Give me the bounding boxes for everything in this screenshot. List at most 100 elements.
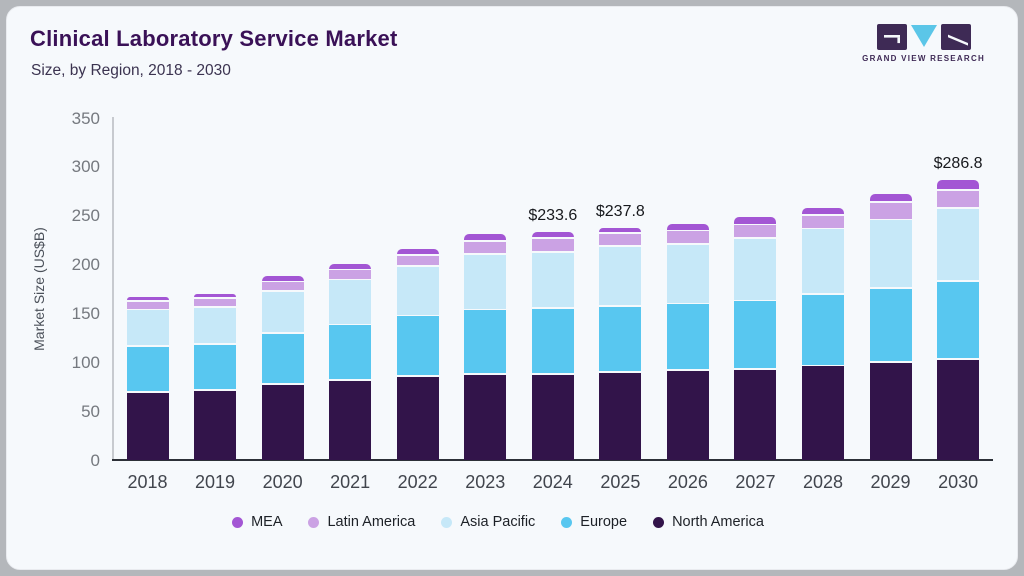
bar-2027-latin-america[interactable]	[734, 225, 777, 238]
bar-2018-north-america[interactable]	[126, 392, 169, 460]
y-tick-label-150: 150	[71, 303, 100, 323]
y-axis-title: Market Size (US$B)	[31, 227, 47, 351]
bar-2026-latin-america[interactable]	[666, 231, 709, 244]
bar-2021-north-america[interactable]	[329, 380, 372, 460]
x-tick-label-2025: 2025	[600, 472, 641, 492]
bar-2028-mea[interactable]	[802, 207, 844, 215]
bar-2030-asia-pacific[interactable]	[937, 209, 980, 281]
legend-item-asia-pacific[interactable]: Asia Pacific	[441, 514, 535, 530]
bar-2029-latin-america[interactable]	[869, 203, 912, 219]
bar-2024-latin-america[interactable]	[531, 238, 574, 252]
bar-2025-latin-america[interactable]	[599, 233, 642, 246]
y-tick-label-50: 50	[81, 401, 100, 421]
bar-2018-europe[interactable]	[126, 346, 169, 391]
bar-2029-mea[interactable]	[869, 193, 912, 202]
bar-2027-europe[interactable]	[734, 301, 777, 368]
legend-dot-asia-pacific	[441, 516, 453, 528]
legend-item-north-america[interactable]: North America	[653, 514, 764, 530]
bar-2026-asia-pacific[interactable]	[666, 245, 709, 303]
bar-2020-mea[interactable]	[261, 276, 304, 281]
bar-2024-mea[interactable]	[531, 231, 574, 238]
legend-item-europe[interactable]: Europe	[561, 514, 627, 530]
bar-2025-north-america[interactable]	[599, 372, 642, 460]
bar-2019-north-america[interactable]	[194, 390, 237, 460]
bar-2025-asia-pacific[interactable]	[599, 246, 642, 305]
legend-item-mea[interactable]: MEA	[232, 514, 282, 530]
chart-card	[6, 6, 1018, 570]
bar-2028-europe[interactable]	[802, 294, 844, 365]
bar-2026-mea[interactable]	[666, 223, 709, 230]
bar-2023-north-america[interactable]	[464, 374, 507, 460]
bar-2022-europe[interactable]	[396, 316, 439, 376]
bar-2024-asia-pacific[interactable]	[531, 252, 574, 308]
bar-2020-latin-america[interactable]	[261, 282, 304, 291]
bar-2020-north-america[interactable]	[261, 384, 304, 460]
gvr-r-block-icon	[940, 24, 971, 50]
bar-2029-north-america[interactable]	[869, 362, 912, 460]
bar-2030-mea[interactable]	[937, 179, 980, 190]
legend: MEA Latin America Asia Pacific Europe North …	[0, 514, 996, 530]
gvr-logo-marks	[876, 24, 971, 50]
bar-2018-latin-america[interactable]	[126, 301, 169, 309]
bar-2022-mea[interactable]	[396, 248, 439, 255]
x-tick-label-2029: 2029	[870, 472, 911, 492]
bar-2021-latin-america[interactable]	[329, 270, 372, 279]
bar-2018-mea[interactable]	[126, 296, 169, 301]
bar-2029-asia-pacific[interactable]	[869, 220, 912, 288]
bar-2028-north-america[interactable]	[802, 366, 844, 460]
bar-2023-europe[interactable]	[464, 310, 507, 374]
y-tick-label-0: 0	[90, 450, 100, 470]
y-tick-label-200: 200	[71, 255, 100, 275]
x-tick-label-2019: 2019	[195, 472, 236, 492]
legend-dot-europe	[561, 516, 573, 528]
bar-2023-asia-pacific[interactable]	[464, 254, 507, 309]
bar-2019-mea[interactable]	[194, 293, 237, 298]
bar-2019-latin-america[interactable]	[194, 298, 237, 306]
bar-2030-north-america[interactable]	[937, 359, 980, 460]
bar-2027-mea[interactable]	[734, 217, 777, 224]
legend-dot-latin-america	[308, 516, 320, 528]
legend-label-mea: MEA	[251, 514, 283, 530]
bar-2025-mea[interactable]	[599, 227, 642, 233]
x-tick-label-2020: 2020	[262, 472, 303, 492]
x-tick-label-2028: 2028	[802, 472, 844, 492]
gvr-v-triangle-icon	[910, 25, 937, 47]
bar-2023-mea[interactable]	[464, 234, 507, 241]
bar-2019-europe[interactable]	[194, 344, 237, 389]
legend-dot-north-america	[653, 516, 665, 528]
bar-2027-north-america[interactable]	[734, 369, 777, 460]
bar-2018-asia-pacific[interactable]	[126, 310, 169, 346]
bar-2021-asia-pacific[interactable]	[329, 280, 372, 324]
y-tick-label-350: 350	[71, 108, 100, 128]
y-tick-label-250: 250	[71, 206, 100, 226]
bar-2020-europe[interactable]	[261, 333, 304, 384]
page-title: Clinical Laboratory Service Market	[30, 26, 398, 51]
bar-2021-europe[interactable]	[329, 325, 372, 380]
legend-item-latin-america[interactable]: Latin America	[308, 514, 415, 530]
bar-2022-asia-pacific[interactable]	[396, 266, 439, 315]
y-tick-label-300: 300	[71, 157, 100, 177]
bar-2030-latin-america[interactable]	[937, 190, 980, 208]
x-tick-label-2024: 2024	[532, 472, 573, 492]
bar-2026-europe[interactable]	[666, 304, 709, 369]
bar-2029-europe[interactable]	[869, 289, 912, 362]
bar-2024-europe[interactable]	[531, 308, 574, 374]
bar-2023-latin-america[interactable]	[464, 242, 507, 254]
bar-2021-mea[interactable]	[329, 263, 372, 269]
x-tick-label-2021: 2021	[330, 472, 371, 492]
legend-label-latin-america: Latin America	[327, 514, 416, 530]
bar-2030-europe[interactable]	[937, 281, 980, 359]
bar-2027-asia-pacific[interactable]	[734, 238, 777, 300]
bar-2022-north-america[interactable]	[396, 376, 439, 460]
bar-2028-asia-pacific[interactable]	[802, 229, 844, 294]
y-tick-label-100: 100	[71, 352, 100, 372]
bar-2025-europe[interactable]	[599, 306, 642, 371]
x-tick-label-2026: 2026	[667, 472, 708, 492]
gvr-g-block-icon	[876, 24, 907, 50]
bar-2028-latin-america[interactable]	[802, 215, 844, 228]
bar-2020-asia-pacific[interactable]	[261, 291, 304, 333]
bar-2024-north-america[interactable]	[531, 374, 574, 460]
bar-2026-north-america[interactable]	[666, 370, 709, 460]
bar-2022-latin-america[interactable]	[396, 255, 439, 265]
bar-2019-asia-pacific[interactable]	[194, 307, 237, 344]
